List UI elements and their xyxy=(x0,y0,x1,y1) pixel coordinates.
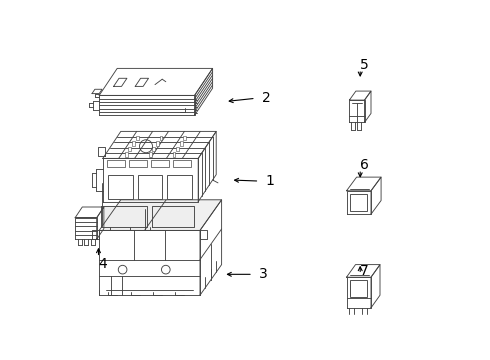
Polygon shape xyxy=(92,89,102,94)
Polygon shape xyxy=(99,68,213,95)
Polygon shape xyxy=(101,206,147,228)
Bar xyxy=(156,141,159,146)
Polygon shape xyxy=(92,230,99,239)
Polygon shape xyxy=(152,206,194,228)
Text: 3: 3 xyxy=(259,267,268,281)
Polygon shape xyxy=(349,100,365,122)
Polygon shape xyxy=(346,191,371,214)
Polygon shape xyxy=(346,277,371,308)
Bar xyxy=(160,136,162,140)
Bar xyxy=(180,141,183,146)
Polygon shape xyxy=(103,131,216,158)
Polygon shape xyxy=(97,207,104,239)
Bar xyxy=(129,160,147,167)
Bar xyxy=(151,160,169,167)
Bar xyxy=(183,136,186,140)
Polygon shape xyxy=(98,147,104,156)
Text: 7: 7 xyxy=(360,264,369,278)
Bar xyxy=(138,175,162,199)
Polygon shape xyxy=(371,265,380,308)
Polygon shape xyxy=(75,218,97,239)
Bar xyxy=(152,147,155,151)
Bar xyxy=(350,194,368,211)
Polygon shape xyxy=(195,68,213,115)
Text: 4: 4 xyxy=(98,257,107,270)
Bar xyxy=(108,175,133,199)
Polygon shape xyxy=(114,78,127,86)
Bar xyxy=(128,147,131,151)
Bar xyxy=(136,136,139,140)
Polygon shape xyxy=(349,91,371,100)
Polygon shape xyxy=(103,158,198,202)
Polygon shape xyxy=(99,200,221,230)
Polygon shape xyxy=(200,200,221,295)
Polygon shape xyxy=(365,91,371,122)
Polygon shape xyxy=(346,177,381,191)
Polygon shape xyxy=(200,230,207,239)
Polygon shape xyxy=(371,177,381,214)
Polygon shape xyxy=(346,265,380,277)
Polygon shape xyxy=(99,230,200,295)
Bar xyxy=(167,175,192,199)
Text: 2: 2 xyxy=(262,91,271,105)
Bar xyxy=(107,160,125,167)
Polygon shape xyxy=(99,95,195,115)
Polygon shape xyxy=(75,207,104,218)
Polygon shape xyxy=(135,78,148,86)
Bar xyxy=(176,147,179,151)
Text: 1: 1 xyxy=(265,174,274,188)
Bar xyxy=(350,280,368,297)
Bar xyxy=(132,141,135,146)
Bar xyxy=(148,152,151,157)
Bar xyxy=(125,152,128,157)
Bar xyxy=(173,160,191,167)
Bar xyxy=(172,152,175,157)
Polygon shape xyxy=(198,131,216,202)
Text: 6: 6 xyxy=(360,158,369,172)
Text: 5: 5 xyxy=(360,58,369,72)
